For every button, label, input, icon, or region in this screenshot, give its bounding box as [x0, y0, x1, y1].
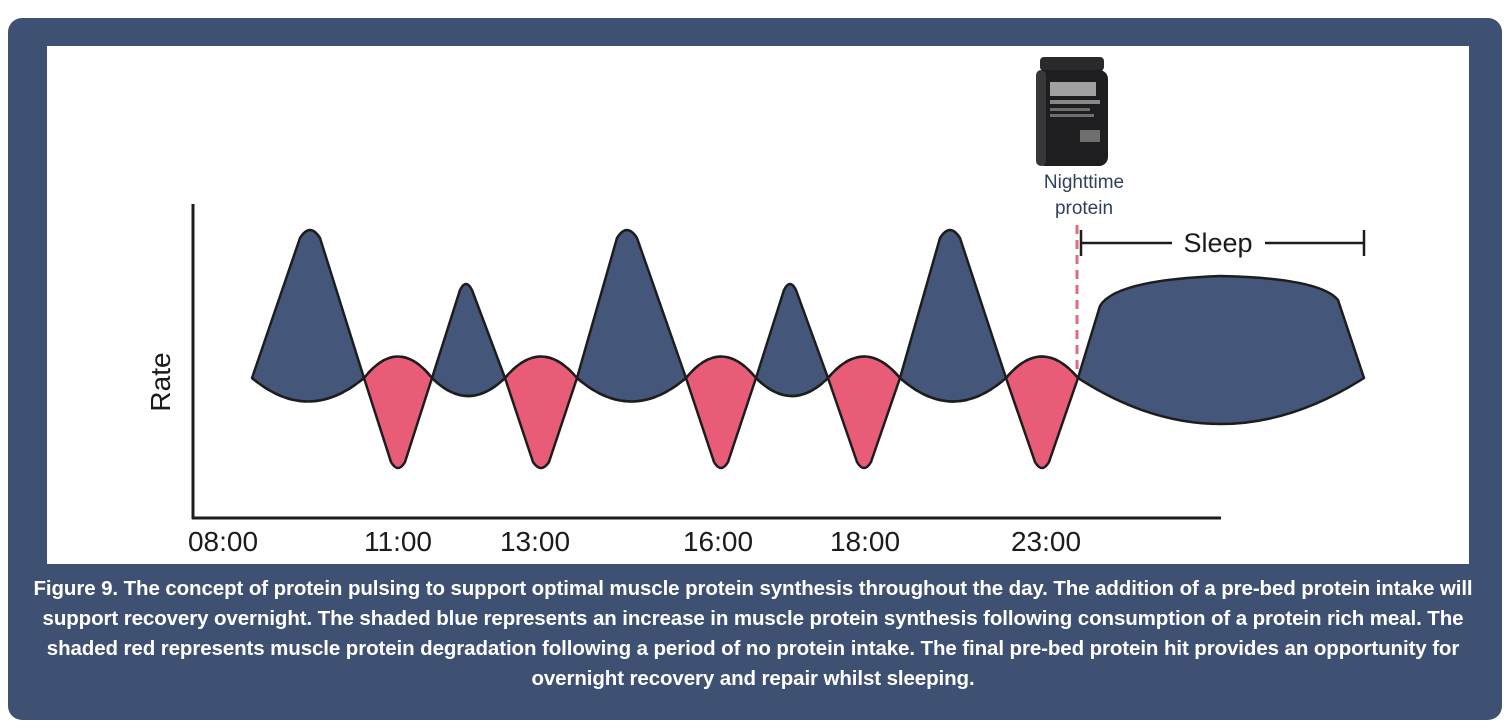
- sleep-label: Sleep: [1183, 228, 1252, 258]
- sleep-bracket: [1079, 230, 1366, 256]
- x-tick-label: 18:00: [830, 526, 900, 557]
- x-tick-label: 23:00: [1011, 526, 1081, 557]
- degradation-regions: [362, 355, 1080, 470]
- nighttime-protein-label-line-2: protein: [1055, 198, 1113, 219]
- synthesis-regions: [250, 228, 1366, 426]
- x-tick-labels: 08:00 11:00 13:00 16:00 18:00 23:00: [188, 526, 1081, 557]
- sleep-synthesis-plateau: [1076, 274, 1366, 426]
- protein-pulsing-diagram: Rate 08:00 11:00 13:00 16:00 18:00 23:00…: [47, 46, 1469, 564]
- y-axis-label: Rate: [145, 352, 176, 411]
- x-tick-label: 08:00: [188, 526, 258, 557]
- degradation-trough-1: [362, 355, 434, 470]
- nighttime-protein-label-line-1: Nighttime: [1044, 172, 1124, 193]
- x-tick-label: 11:00: [364, 526, 432, 557]
- protein-tub-icon: [1036, 57, 1108, 166]
- baseline-wave: [251, 355, 1079, 403]
- x-tick-label: 13:00: [500, 526, 570, 557]
- x-tick-label: 16:00: [683, 526, 753, 557]
- figure-caption: Figure 9. The concept of protein pulsing…: [33, 577, 1473, 690]
